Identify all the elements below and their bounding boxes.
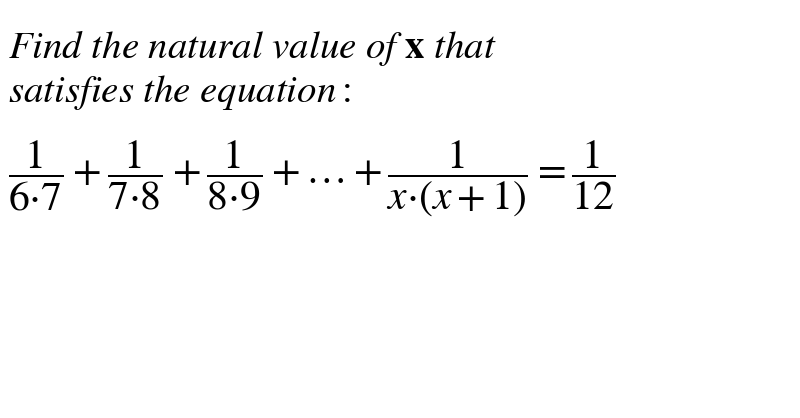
Text: $\dfrac{1}{6{\cdot}7} + \dfrac{1}{7{\cdot}8} + \dfrac{1}{8{\cdot}9} +{\ldots}+ \: $\dfrac{1}{6{\cdot}7} + \dfrac{1}{7{\cdo… — [8, 138, 615, 218]
Text: $\mathit{satisfies\ the\ equation:}$: $\mathit{satisfies\ the\ equation:}$ — [8, 73, 350, 112]
Text: $\mathit{Find\ the\ natural\ value\ of}\ \mathbf{x}\ \mathit{that}$: $\mathit{Find\ the\ natural\ value\ of}\… — [8, 28, 497, 68]
